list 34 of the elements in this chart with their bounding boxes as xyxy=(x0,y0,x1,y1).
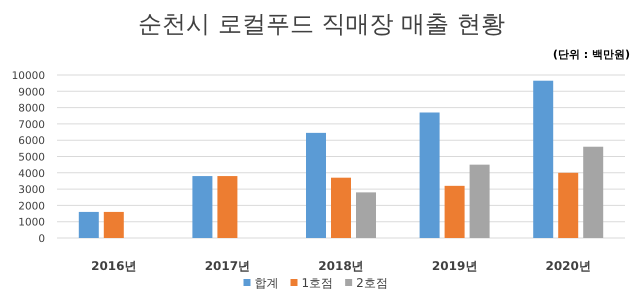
x-tick-label: 2017년 xyxy=(204,259,250,273)
legend-label: 1호점 xyxy=(302,276,334,290)
bar xyxy=(331,178,351,238)
bar xyxy=(104,212,124,238)
y-tick-label: 9000 xyxy=(18,86,45,98)
bar xyxy=(78,212,99,238)
y-tick-label: 0 xyxy=(38,233,45,245)
legend-label: 2호점 xyxy=(356,276,388,290)
text: (단위 : 백만원) xyxy=(552,48,630,61)
bar xyxy=(470,164,490,238)
bar xyxy=(533,80,554,238)
x-tick-label: 2016년 xyxy=(91,259,137,273)
bar xyxy=(217,176,238,238)
y-tick-label: 10000 xyxy=(12,70,45,82)
legend-label: 합계 xyxy=(254,276,278,290)
x-tick-label: 2018년 xyxy=(318,259,364,273)
y-tick-label: 6000 xyxy=(18,135,45,148)
y-tick-label: 3000 xyxy=(18,184,45,196)
bar xyxy=(558,172,578,238)
y-tick-label: 4000 xyxy=(18,168,45,180)
bar xyxy=(444,186,465,238)
bar xyxy=(420,112,440,238)
y-tick-label: 7000 xyxy=(18,118,45,131)
chart-title: 순천시 로컬푸드 직매장 매출 현황 xyxy=(138,10,505,38)
y-tick-label: 1000 xyxy=(18,216,45,229)
y-tick-label: 5000 xyxy=(18,152,45,164)
y-tick-label: 2000 xyxy=(18,200,45,212)
bar xyxy=(192,176,212,238)
x-tick-label: 2019년 xyxy=(432,259,478,273)
bar xyxy=(356,192,376,238)
y-tick-label: 8000 xyxy=(18,102,45,115)
bar xyxy=(583,146,604,238)
x-tick-label: 2020년 xyxy=(545,259,591,273)
bar xyxy=(306,132,326,238)
